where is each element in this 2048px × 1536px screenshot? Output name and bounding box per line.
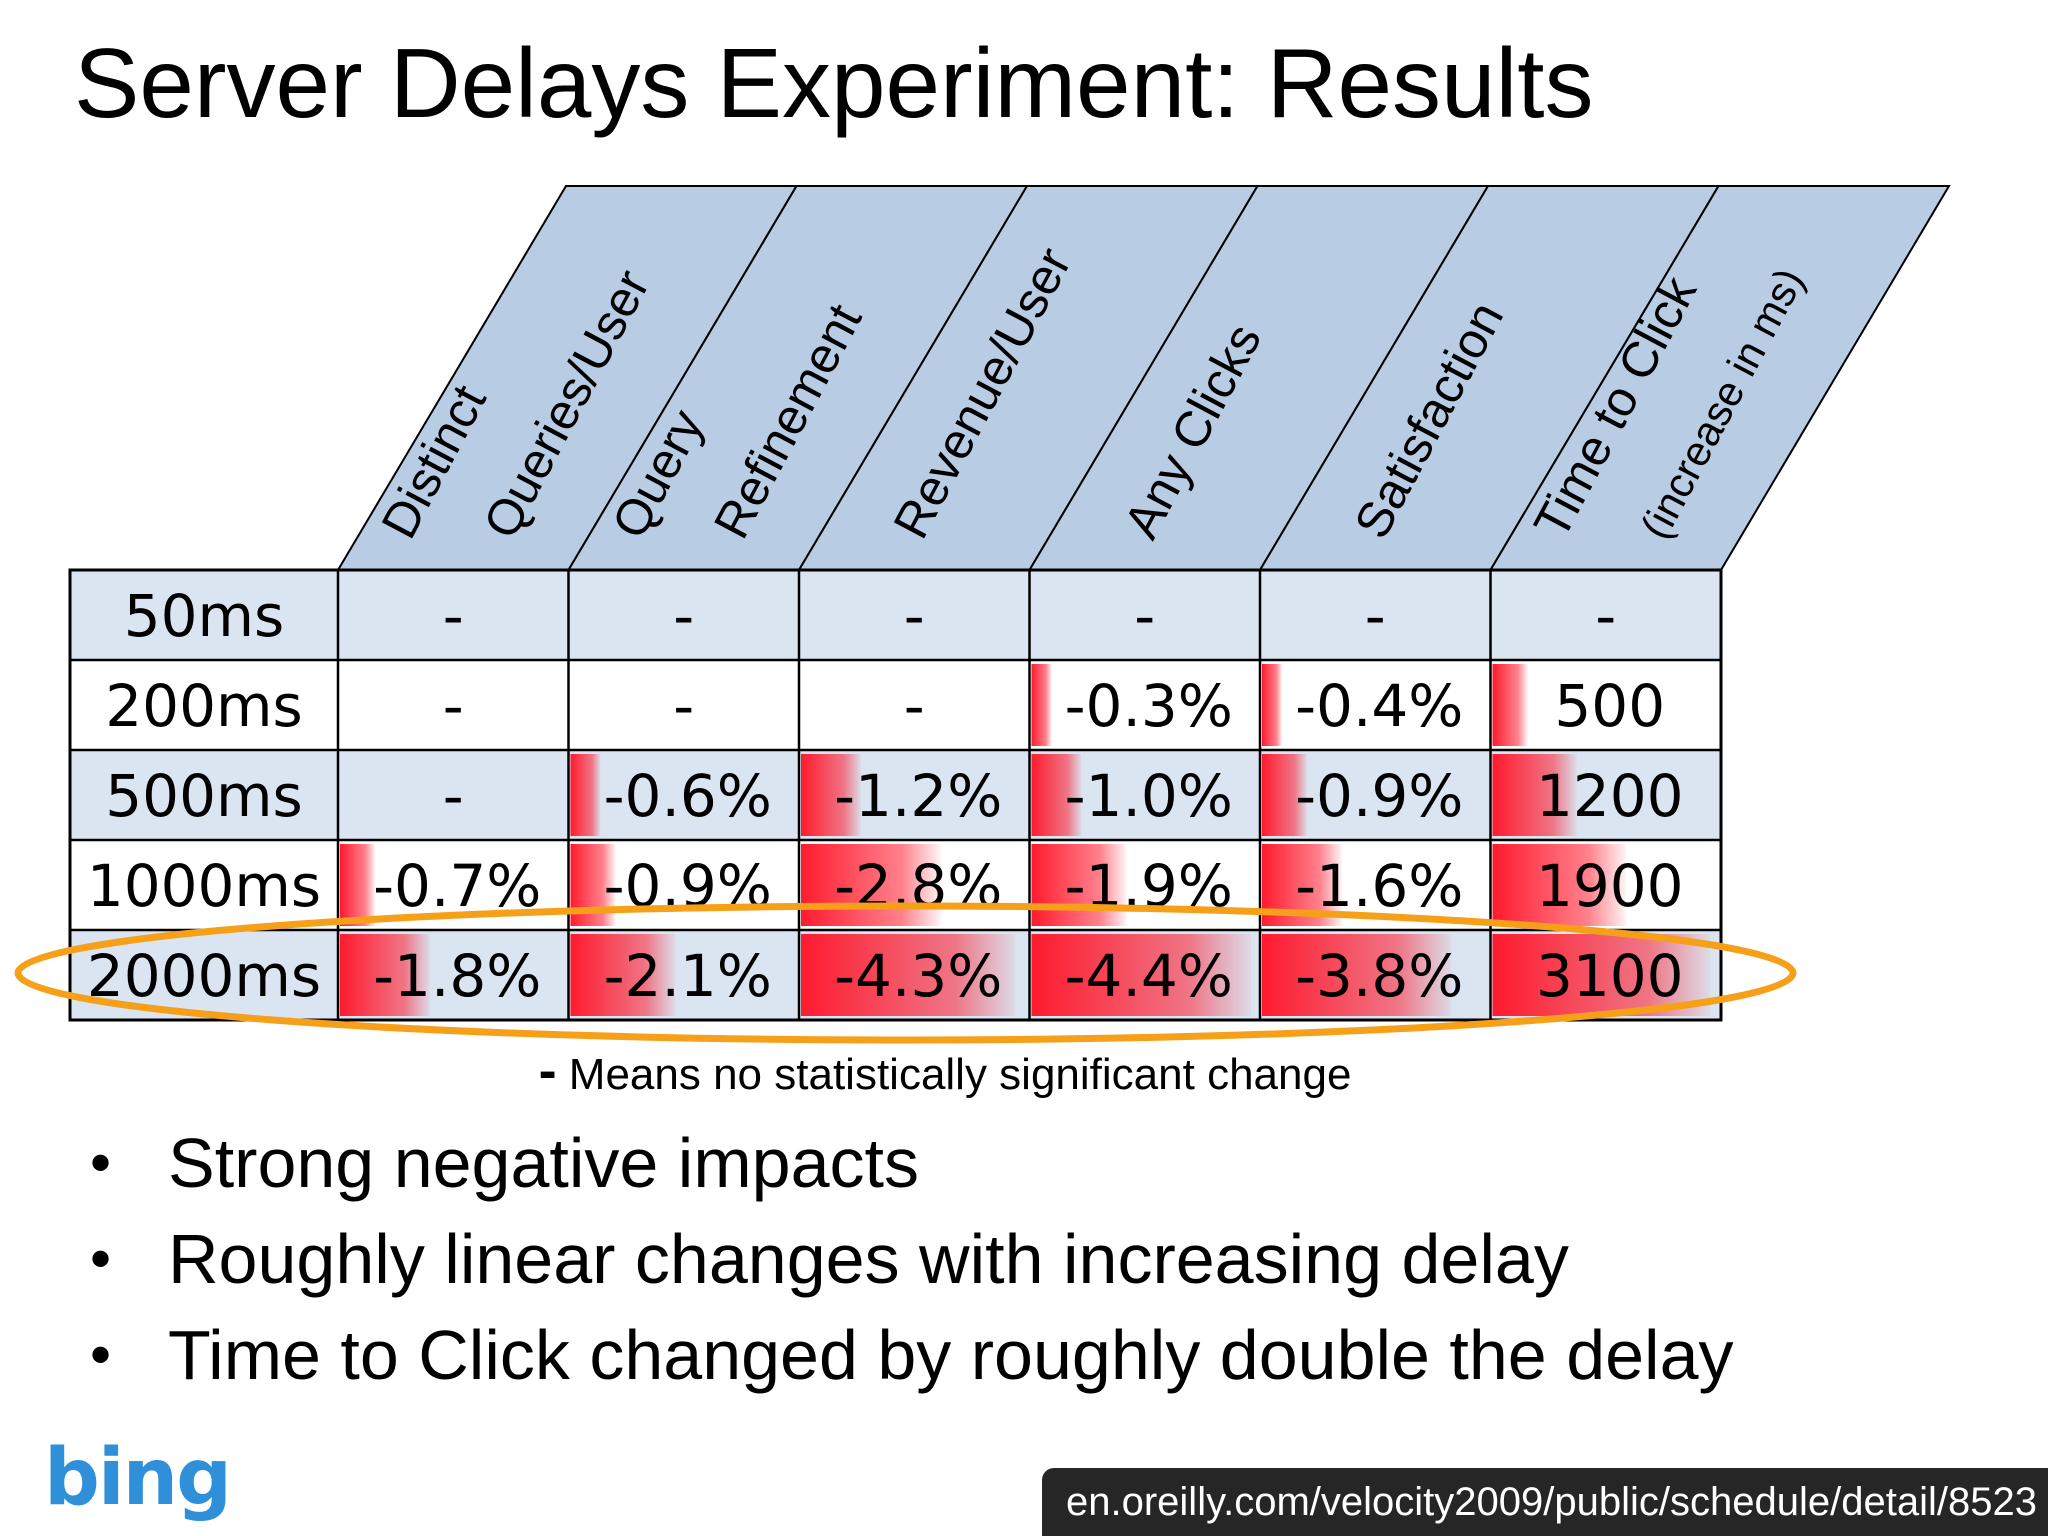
cell-value: -: [443, 672, 464, 740]
cell-value: -0.3%: [1065, 672, 1233, 740]
cell-value: -: [443, 762, 464, 830]
cell-value: -: [1134, 582, 1155, 650]
row-label: 500ms: [105, 762, 302, 830]
cell-bar: [801, 754, 861, 836]
bullet-dot-icon: •: [90, 1129, 112, 1196]
cell-value: 1900: [1536, 852, 1684, 920]
cell-bar: [340, 934, 430, 1016]
cell-bar: [1492, 934, 1710, 1016]
row-label: 1000ms: [87, 852, 321, 920]
cell-value: -1.2%: [834, 762, 1002, 830]
cell-bar: [570, 754, 601, 836]
bullet-text: Time to Click changed by roughly double …: [168, 1316, 1734, 1394]
bullet-list: • Strong negative impacts • Roughly linear…: [90, 1115, 1734, 1403]
cell-bar: [1262, 664, 1282, 746]
column-headers: [336, 185, 1951, 571]
row-label: 2000ms: [87, 942, 321, 1010]
table-row: [70, 750, 1721, 840]
legend-dash: -: [538, 1041, 557, 1101]
row-label: 200ms: [105, 672, 302, 740]
cell-bar: [1492, 844, 1626, 926]
cell-value: -: [443, 582, 464, 650]
cell-bar: [801, 934, 1016, 1016]
bullet-text: Roughly linear changes with increasing d…: [168, 1220, 1569, 1298]
cell-bar: [340, 844, 375, 926]
legend-note: - Means no statistically significant cha…: [0, 1040, 1890, 1102]
cell-bar: [1031, 844, 1127, 926]
cell-bar: [570, 934, 676, 1016]
cell-value: -: [1595, 582, 1616, 650]
cell-bar: [1262, 754, 1307, 836]
source-url-bar: en.oreilly.com/velocity2009/public/sched…: [1042, 1468, 2048, 1536]
cell-bar: [1492, 754, 1577, 836]
table-row: [70, 570, 1721, 660]
cell-value: 1200: [1536, 762, 1684, 830]
cell-value: -1.0%: [1065, 762, 1233, 830]
table-row: [70, 660, 1721, 750]
bullet-dot-icon: •: [90, 1321, 112, 1388]
cell-value: -4.4%: [1065, 942, 1233, 1010]
cell-value: -: [904, 672, 925, 740]
cell-value: -: [673, 582, 694, 650]
cell-bar: [801, 844, 941, 926]
cell-value: -: [904, 582, 925, 650]
bullet-text: Strong negative impacts: [168, 1124, 919, 1202]
slide-title: Server Delays Experiment: Results: [74, 28, 1594, 138]
cell-bar: [1262, 934, 1452, 1016]
bullet-item: • Strong negative impacts: [90, 1115, 1734, 1211]
bing-logo: bing: [44, 1434, 232, 1523]
cell-value: 500: [1554, 672, 1665, 740]
cell-value: -4.3%: [834, 942, 1002, 1010]
bullet-item: • Roughly linear changes with increasing …: [90, 1211, 1734, 1307]
cell-value: -0.7%: [373, 852, 541, 920]
highlight-ellipse: [14, 902, 1797, 1044]
cell-value: -: [1365, 582, 1386, 650]
legend-note-text: Means no statistically significant chang…: [556, 1050, 1352, 1099]
cell-value: -2.1%: [604, 942, 772, 1010]
cell-value: -0.4%: [1295, 672, 1463, 740]
cell-value: -2.8%: [834, 852, 1002, 920]
highlight-layer: [14, 902, 1797, 1044]
cell-value: -1.6%: [1295, 852, 1463, 920]
cell-bar: [1492, 664, 1528, 746]
row-label: 50ms: [124, 582, 285, 650]
cell-value: -1.8%: [373, 942, 541, 1010]
table-grid: [68, 568, 1723, 1022]
cell-value: -0.9%: [1295, 762, 1463, 830]
cell-bar: [1031, 934, 1252, 1016]
cell-value: -0.6%: [604, 762, 772, 830]
cell-value: 3100: [1536, 942, 1684, 1010]
cell-value: -: [673, 672, 694, 740]
cell-value: -3.8%: [1295, 942, 1463, 1010]
source-url-text: en.oreilly.com/velocity2009/public/sched…: [1066, 1480, 2037, 1524]
bing-logo-text: bing: [44, 1434, 230, 1523]
cell-bar: [1031, 754, 1082, 836]
bullet-dot-icon: •: [90, 1225, 112, 1292]
bullet-item: • Time to Click changed by roughly double…: [90, 1307, 1734, 1403]
table-rows: [70, 570, 1721, 1020]
cell-bar: [1031, 664, 1052, 746]
